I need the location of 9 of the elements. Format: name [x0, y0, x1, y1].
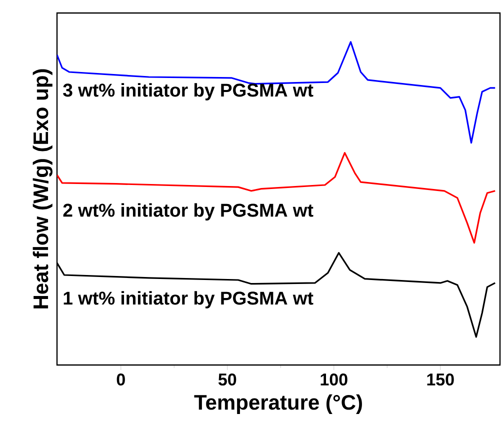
x-tick-label: 100: [320, 374, 348, 386]
x-tick-label: 0: [116, 374, 125, 386]
x-axis-title: Temperature (°C): [194, 394, 362, 414]
y-axis-title: Heat flow (W/g) (Exo up): [32, 69, 52, 308]
x-tick-label: 150: [427, 374, 454, 386]
x-tick-label: 50: [218, 374, 236, 386]
series-label: 1 wt% initiator by PGSMA wt: [64, 291, 314, 308]
series-label: 3 wt% initiator by PGSMA wt: [63, 83, 314, 100]
series-label: 2 wt% initiator by PGSMA wt: [63, 203, 314, 220]
